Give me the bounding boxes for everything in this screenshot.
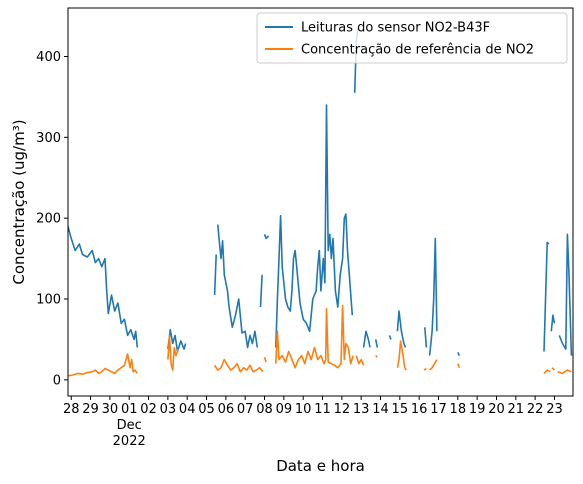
x-tick-label: 15	[392, 402, 409, 417]
x-tick-label: 12	[334, 402, 351, 417]
y-tick-label: 400	[36, 50, 61, 65]
series-0-segment-11	[396, 310, 407, 348]
y-tick-label: 0	[53, 373, 61, 388]
series-1-segment-0	[68, 353, 138, 377]
series-0-segment-16	[550, 314, 556, 332]
series-0-segment-13	[428, 237, 438, 356]
x-tick-label: 07	[237, 402, 254, 417]
series-0-segment-14	[457, 352, 461, 356]
series-1-segment-9	[429, 359, 438, 371]
series-0-segment-5	[263, 234, 270, 240]
x-axis-title: Data e hora	[276, 457, 365, 475]
x-tick-label: 06	[218, 402, 235, 417]
series-1-segment-13	[557, 369, 572, 375]
series-0-segment-9	[374, 339, 379, 348]
series-0-segment-4	[259, 274, 263, 308]
series-1-segment-10	[457, 363, 461, 368]
series-0-segment-3	[217, 224, 259, 349]
legend-label-reference: Concentração de referência de NO2	[301, 43, 534, 58]
x-tick-label: 02	[140, 402, 157, 417]
legend-box	[256, 12, 568, 64]
x-tick-label: 04	[179, 402, 196, 417]
x-tick-sublabel: Dec	[117, 418, 142, 433]
x-tick-label: 08	[256, 402, 273, 417]
plot-frame	[67, 7, 574, 397]
x-tick-label: 13	[353, 402, 370, 417]
x-tick-label: 03	[160, 402, 177, 417]
series-0-segment-1	[167, 328, 187, 353]
x-tick-label: 20	[488, 402, 505, 417]
x-tick-label: 17	[430, 402, 447, 417]
x-tick-label: 28	[63, 402, 80, 417]
series-0-segment-6	[275, 104, 354, 348]
x-tick-label: 10	[295, 402, 312, 417]
series-1-segment-11	[543, 369, 551, 374]
x-tick-label: 19	[469, 402, 486, 417]
y-axis-title: Concentração (ug/m³)	[10, 119, 28, 284]
series-1-segment-5	[355, 355, 365, 366]
y-tick-label: 300	[36, 131, 61, 146]
series-0-segment-2	[213, 254, 217, 296]
series-0-segment-17	[558, 233, 573, 356]
series-0-segment-8	[362, 330, 371, 348]
x-tick-sublabel: 2022	[113, 434, 146, 449]
y-axis: 0 100 200 300 400	[36, 50, 68, 388]
series-1-segment-8	[423, 367, 427, 371]
y-tick-label: 200	[36, 212, 61, 227]
x-tick-label: 11	[314, 402, 331, 417]
x-tick-label: 18	[450, 402, 467, 417]
x-tick-label: 22	[527, 402, 544, 417]
y-tick-label: 100	[36, 293, 61, 308]
series-0-segment-12	[424, 327, 428, 348]
series-1-segment-4	[275, 304, 354, 369]
x-tick-label: 29	[82, 402, 99, 417]
x-tick-label: 21	[508, 402, 525, 417]
series-1-segment-1	[167, 334, 180, 371]
series-0-segment-10	[388, 335, 392, 340]
legend: Leituras do sensor NO2-B43F Concentração…	[256, 12, 568, 64]
x-tick-label: 23	[546, 402, 563, 417]
series-1-segment-3	[263, 356, 267, 363]
legend-label-sensor: Leituras do sensor NO2-B43F	[301, 21, 490, 36]
x-tick-label: 14	[372, 402, 389, 417]
x-tick-label: 30	[102, 402, 119, 417]
series-0-segment-0	[68, 226, 139, 348]
series-1-segment-7	[396, 340, 407, 371]
x-tick-label: 16	[411, 402, 428, 417]
x-tick-label: 01	[121, 402, 138, 417]
x-tick-label: 05	[198, 402, 215, 417]
series-1-segment-12	[551, 367, 556, 371]
series-0-segment-15	[543, 241, 550, 352]
series-1-segment-6	[375, 355, 378, 358]
series-1-segment-2	[213, 358, 264, 373]
series-layer	[68, 28, 573, 377]
x-tick-label: 09	[276, 402, 293, 417]
